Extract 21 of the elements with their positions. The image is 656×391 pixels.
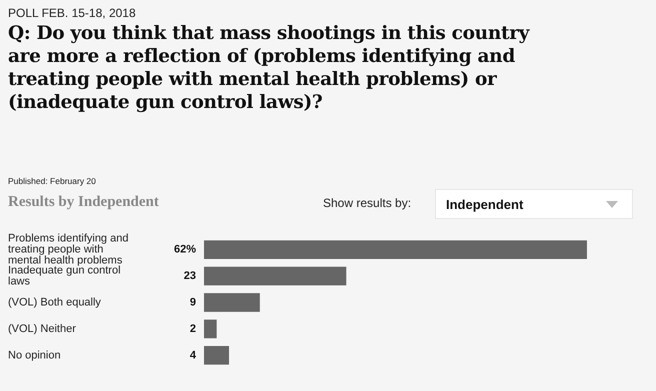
dropdown-field: Independent	[435, 189, 633, 219]
text: Results by Independent	[8, 194, 159, 211]
bar	[204, 346, 230, 365]
data-label: 9	[190, 296, 196, 309]
bar	[204, 240, 587, 260]
y-tick-label: Inadequate gun control laws	[8, 264, 121, 288]
data-label: 62%	[174, 244, 196, 256]
y-tick-label: (VOL) Neither	[8, 322, 76, 335]
text: Published: February 20	[8, 176, 96, 186]
bar	[204, 293, 260, 312]
bar	[204, 320, 217, 338]
y-tick-label: No opinion	[8, 349, 61, 362]
text: Show results by:	[323, 196, 412, 210]
data-label: 23	[184, 270, 196, 282]
data-label: 2	[190, 322, 196, 335]
y-tick-label: Problems identifying and treating people with mental health problems	[8, 232, 128, 267]
chart-title: Q: Do you think that mass shootings in this country are more a reflection of (problems identifying and treating people with mental health problems) or (inadequate gun control laws)?	[8, 22, 531, 114]
y-tick-label: (VOL) Both equally	[8, 296, 102, 309]
data-label: 4	[190, 349, 197, 362]
text: POLL FEB. 15-18, 2018	[8, 6, 136, 20]
bar	[204, 266, 346, 286]
